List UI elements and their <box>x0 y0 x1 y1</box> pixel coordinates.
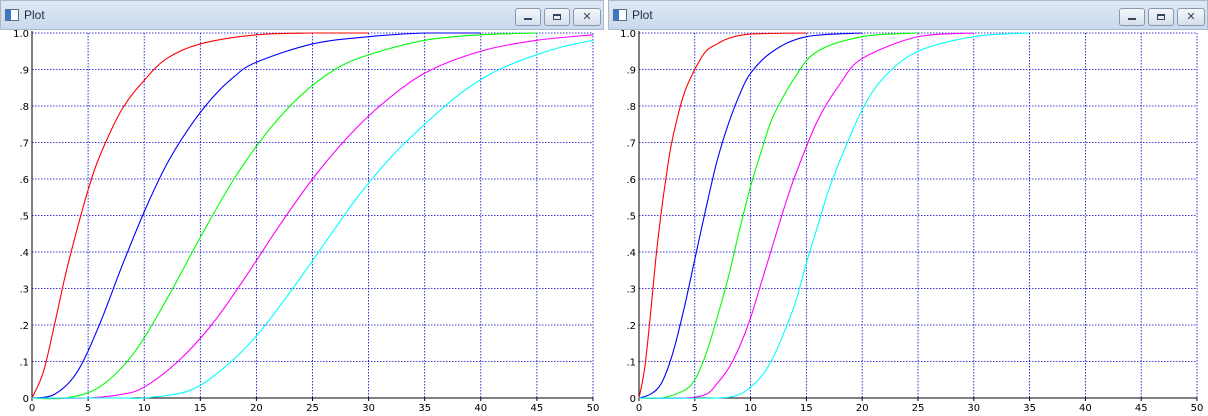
y-tick-label: .6 <box>19 175 29 186</box>
x-tick-label: 0 <box>636 403 642 414</box>
series-line <box>31 32 369 399</box>
plot-area: 0 5 10 15 20 25 30 35 40 45 50 0 .1 .2 .3 .4 .5 .6 .7 .8 .9 1… <box>0 30 604 416</box>
app-window-icon <box>5 9 19 21</box>
window-titlebar[interactable]: Plot ✕ <box>0 0 604 30</box>
y-tick-label: .4 <box>19 248 29 259</box>
x-tick-label: 35 <box>1023 403 1036 414</box>
x-tick-label: 5 <box>692 403 698 414</box>
series-line <box>638 32 807 399</box>
x-tick-label: 40 <box>1079 403 1092 414</box>
series-line <box>31 32 537 400</box>
x-tick-label: 5 <box>85 403 91 414</box>
y-tick-label: .5 <box>19 212 29 223</box>
y-tick-label: .4 <box>626 248 636 259</box>
x-tick-label: 45 <box>1135 403 1148 414</box>
plot-window-right: Plot ✕ 0 5 10 15 20 25 30 35 40 45 50 0 .1 .2 .3 .4 .5 .6… <box>608 0 1208 416</box>
y-tick-label: .8 <box>19 102 29 113</box>
close-icon: ✕ <box>582 10 592 23</box>
series-line <box>638 32 919 400</box>
x-tick-label: 30 <box>967 403 980 414</box>
y-tick-label: .7 <box>626 139 636 150</box>
y-tick-label: .6 <box>626 175 636 186</box>
x-tick-label: 25 <box>912 403 925 414</box>
x-tick-label: 10 <box>138 403 151 414</box>
x-tick-label: 10 <box>744 403 757 414</box>
x-tick-label: 20 <box>250 403 263 414</box>
chart-left: 0 5 10 15 20 25 30 35 40 45 50 0 .1 .2 .3 .4 .5 .6 .7 .8 .9 1… <box>13 30 600 414</box>
window-title: Plot <box>632 8 653 22</box>
x-tick-label: 15 <box>800 403 813 414</box>
y-tick-label: .3 <box>626 285 636 296</box>
y-tick-label: 0 <box>23 394 29 405</box>
y-tick-label: .5 <box>626 212 636 223</box>
maximize-icon <box>545 9 569 25</box>
minimize-button[interactable] <box>1119 8 1145 26</box>
y-tick-label: .9 <box>19 66 29 77</box>
app-window-icon <box>613 9 627 21</box>
x-tick-label: 0 <box>29 403 35 414</box>
maximize-icon <box>1149 9 1173 25</box>
x-tick-label: 25 <box>306 403 319 414</box>
series-line <box>638 32 863 399</box>
close-button[interactable]: ✕ <box>573 8 601 26</box>
window-title: Plot <box>24 8 45 22</box>
y-tick-label: .1 <box>626 358 636 369</box>
y-tick-label: .7 <box>19 139 29 150</box>
series-line <box>638 32 974 399</box>
x-tick-label: 50 <box>1191 403 1204 414</box>
minimize-icon <box>1120 9 1144 25</box>
y-tick-label: .8 <box>626 102 636 113</box>
y-tick-label: .9 <box>626 66 636 77</box>
close-button[interactable]: ✕ <box>1177 8 1205 26</box>
y-tick-label: .2 <box>19 321 29 332</box>
chart-right: 0 5 10 15 20 25 30 35 40 45 50 0 .1 .2 .3 .4 .5 .6 .7 .8 .9 1… <box>620 30 1204 414</box>
x-tick-label: 45 <box>531 403 544 414</box>
window-titlebar[interactable]: Plot ✕ <box>608 0 1208 30</box>
x-tick-label: 20 <box>856 403 869 414</box>
plot-window-left: Plot ✕ 0 5 10 15 20 25 30 35 40 45 50 0 .1 .2 .3 .4 .5 .6… <box>0 0 604 416</box>
y-tick-label: .1 <box>19 358 29 369</box>
x-tick-label: 50 <box>587 403 600 414</box>
y-tick-label: .3 <box>19 285 29 296</box>
x-tick-label: 15 <box>194 403 207 414</box>
maximize-button[interactable] <box>544 8 570 26</box>
y-tick-label: 1.0 <box>13 30 29 40</box>
series-line <box>31 34 594 399</box>
y-tick-label: 0 <box>630 394 636 405</box>
maximize-button[interactable] <box>1148 8 1174 26</box>
y-tick-label: 1.0 <box>620 30 636 40</box>
minimize-button[interactable] <box>515 8 541 26</box>
x-tick-label: 40 <box>474 403 487 414</box>
series-line <box>32 39 594 400</box>
series-line <box>31 32 481 399</box>
series-line <box>638 32 1030 399</box>
x-tick-label: 35 <box>418 403 431 414</box>
y-tick-label: .2 <box>626 321 636 332</box>
x-tick-label: 30 <box>362 403 375 414</box>
plot-area: 0 5 10 15 20 25 30 35 40 45 50 0 .1 .2 .3 .4 .5 .6 .7 .8 .9 1… <box>608 30 1208 416</box>
close-icon: ✕ <box>1186 10 1196 23</box>
minimize-icon <box>516 9 540 25</box>
